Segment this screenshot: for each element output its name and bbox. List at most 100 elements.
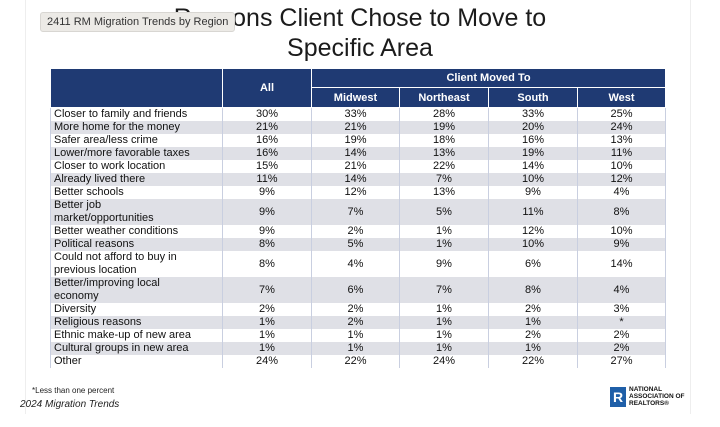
cell: 18%	[399, 134, 489, 147]
cell: 16%	[222, 147, 312, 160]
cell: 24%	[399, 355, 489, 368]
cell: 5%	[311, 238, 400, 251]
cell: 1%	[488, 342, 578, 355]
table-row: Diversity 2% 2% 1% 2% 3%	[50, 303, 667, 316]
row-label: Better/improving local economy	[50, 277, 223, 303]
cell: 7%	[399, 173, 489, 186]
cell: 19%	[488, 147, 578, 160]
tooltip: 2411 RM Migration Trends by Region	[40, 12, 236, 32]
cell: 10%	[576, 225, 667, 238]
cell: 21%	[222, 121, 312, 134]
cell: 33%	[488, 107, 578, 121]
cell: 9%	[488, 186, 578, 199]
column-header: All	[222, 68, 312, 108]
row-label: Religious reasons	[50, 316, 223, 329]
cell: 27%	[576, 355, 667, 368]
column-header: South	[488, 87, 578, 108]
row-label: Already lived there	[50, 173, 223, 186]
table-row: Better job market/opportunities 9% 7% 5% 11%…	[50, 199, 667, 225]
cell: 13%	[399, 147, 489, 160]
cell: 5%	[399, 199, 489, 225]
cell: 21%	[311, 121, 400, 134]
title-line: Reasons Client Chose to Move to	[173, 4, 547, 32]
cell: 28%	[399, 107, 489, 121]
cell: 12%	[311, 186, 400, 199]
cell: 1%	[222, 342, 312, 355]
cell: 2%	[311, 303, 400, 316]
table-row: Ethnic make-up of new area 1% 1% 1% 2% 2%	[50, 329, 667, 342]
row-label: Better job market/opportunities	[50, 199, 223, 225]
logo-line: REALTORS®	[629, 400, 669, 407]
logo-mark: R	[610, 386, 626, 407]
row-label: Lower/more favorable taxes	[50, 147, 223, 160]
cell: 1%	[222, 316, 312, 329]
cell: 1%	[311, 342, 400, 355]
cell: 7%	[311, 199, 400, 225]
cell: 2%	[222, 303, 312, 316]
cell: 2%	[488, 303, 578, 316]
cell: 19%	[399, 121, 489, 134]
cell: 1%	[399, 329, 489, 342]
cell: 22%	[399, 160, 489, 173]
cell: 1%	[399, 238, 489, 251]
cell: 9%	[222, 186, 312, 199]
column-header: Northeast	[399, 87, 489, 108]
row-label: Better schools	[50, 186, 223, 199]
cell: 2%	[311, 316, 400, 329]
cell: 12%	[576, 173, 667, 186]
table-row: Closer to work location 15% 21% 22% 14% 10%	[50, 160, 667, 173]
cell: 13%	[399, 186, 489, 199]
cell: 14%	[311, 147, 400, 160]
logo-text: NATIONAL ASSOCIATION OF REALTORS®	[629, 386, 685, 407]
row-label: Could not afford to buy in previous loca…	[50, 251, 223, 277]
row-label: More home for the money	[50, 121, 223, 134]
cell: 9%	[222, 225, 312, 238]
cell: 14%	[576, 251, 667, 277]
group-header: Client Moved To	[310, 68, 667, 88]
cell: 22%	[488, 355, 578, 368]
cell: 1%	[222, 329, 312, 342]
cell: 15%	[222, 160, 312, 173]
cell: 4%	[576, 277, 667, 303]
table-row: More home for the money 21% 21% 19% 20% 24%	[50, 121, 667, 134]
corner-cell	[50, 68, 223, 108]
row-label: Other	[50, 355, 223, 368]
cell: 2%	[488, 329, 578, 342]
table-row: Safer area/less crime 16% 19% 18% 16% 13%	[50, 134, 667, 147]
table-row: Cultural groups in new area 1% 1% 1% 1% 2%	[50, 342, 667, 355]
cell: 8%	[222, 251, 312, 277]
cell: 2%	[576, 329, 667, 342]
row-label: Ethnic make-up of new area	[50, 329, 223, 342]
cell: 10%	[576, 160, 667, 173]
cell: 24%	[222, 355, 312, 368]
row-label: Diversity	[50, 303, 223, 316]
column-header: Midwest	[311, 87, 400, 108]
cell: 1%	[311, 329, 400, 342]
logo-line: NATIONAL	[629, 386, 663, 393]
cell: 30%	[222, 107, 312, 121]
cell: 11%	[222, 173, 312, 186]
cell: 22%	[311, 355, 400, 368]
cell: 14%	[488, 160, 578, 173]
footnote: *Less than one percent	[32, 386, 115, 395]
row-label: Safer area/less crime	[50, 134, 223, 147]
cell: 7%	[222, 277, 312, 303]
cell: 21%	[311, 160, 400, 173]
cell: 16%	[488, 134, 578, 147]
table-row: Religious reasons 1% 2% 1% 1% *	[50, 316, 667, 329]
table-row: Political reasons 8% 5% 1% 10% 9%	[50, 238, 667, 251]
cell: 10%	[488, 173, 578, 186]
cell: 8%	[576, 199, 667, 225]
row-label: Political reasons	[50, 238, 223, 251]
cell: 12%	[488, 225, 578, 238]
cell: 19%	[311, 134, 400, 147]
footer: 2024 Migration Trends	[20, 399, 120, 410]
cell: 11%	[488, 199, 578, 225]
logo: R NATIONAL ASSOCIATION OF REALTORS®	[610, 386, 685, 407]
row-label: Better weather conditions	[50, 225, 223, 238]
table-row: Lower/more favorable taxes 16% 14% 13% 19% 11…	[50, 147, 667, 160]
table-row: Better schools 9% 12% 13% 9% 4%	[50, 186, 667, 199]
row-label: Closer to work location	[50, 160, 223, 173]
cell: 4%	[311, 251, 400, 277]
table-row: Already lived there 11% 14% 7% 10% 12%	[50, 173, 667, 186]
